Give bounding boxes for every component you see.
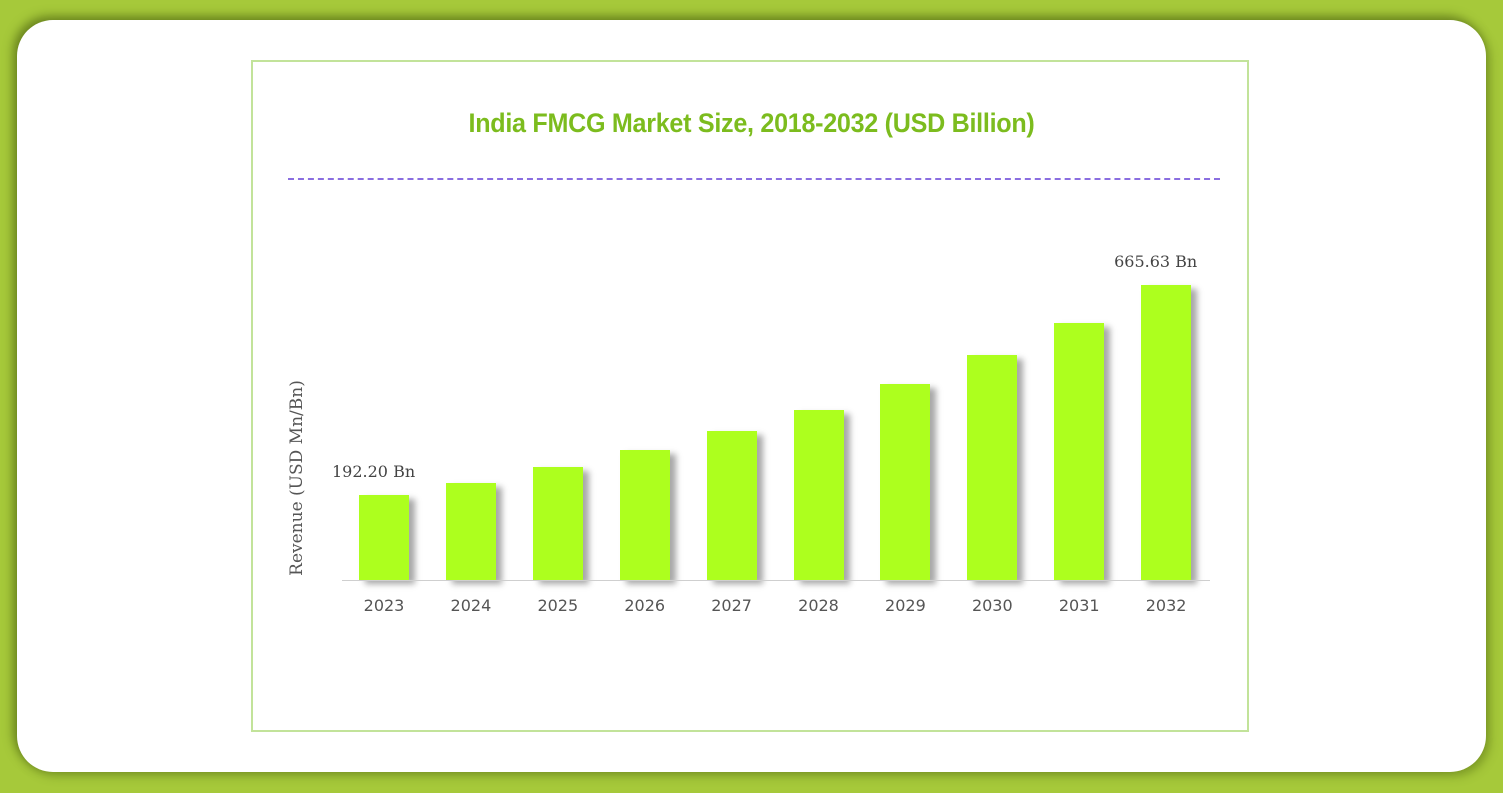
bar-2025 — [532, 466, 583, 580]
x-tick-label: 2025 — [537, 596, 579, 615]
chart-title: India FMCG Market Size, 2018-2032 (USD B… — [468, 108, 1035, 138]
x-tick-label: 2028 — [798, 596, 839, 615]
bar-2031 — [1054, 322, 1105, 580]
x-tick-label: 2030 — [971, 596, 1013, 615]
x-tick-label: 2023 — [363, 596, 405, 615]
x-tick-label: 2029 — [885, 596, 926, 615]
x-tick-label: 2027 — [711, 596, 752, 615]
bar-2028 — [793, 409, 844, 580]
bar-2023 — [359, 494, 409, 580]
x-tick-label: 2026 — [624, 596, 666, 615]
data-label: 192.20 Bn — [332, 461, 416, 481]
bar-2027 — [706, 430, 757, 580]
bar-2026 — [619, 449, 670, 580]
bar-2029 — [880, 383, 931, 580]
title-divider — [288, 178, 1220, 180]
x-tick-label: 2032 — [1145, 596, 1187, 615]
bar-2024 — [445, 482, 496, 580]
x-tick-label: 2024 — [450, 596, 492, 615]
data-label: 665.63 Bn — [1114, 252, 1198, 271]
x-axis-line — [342, 580, 1210, 581]
y-axis-label: Revenue (USD Mn/Bn) — [287, 380, 307, 576]
bar-2030 — [967, 354, 1018, 580]
x-tick-label: 2031 — [1058, 596, 1100, 615]
bar-2032 — [1141, 285, 1192, 580]
